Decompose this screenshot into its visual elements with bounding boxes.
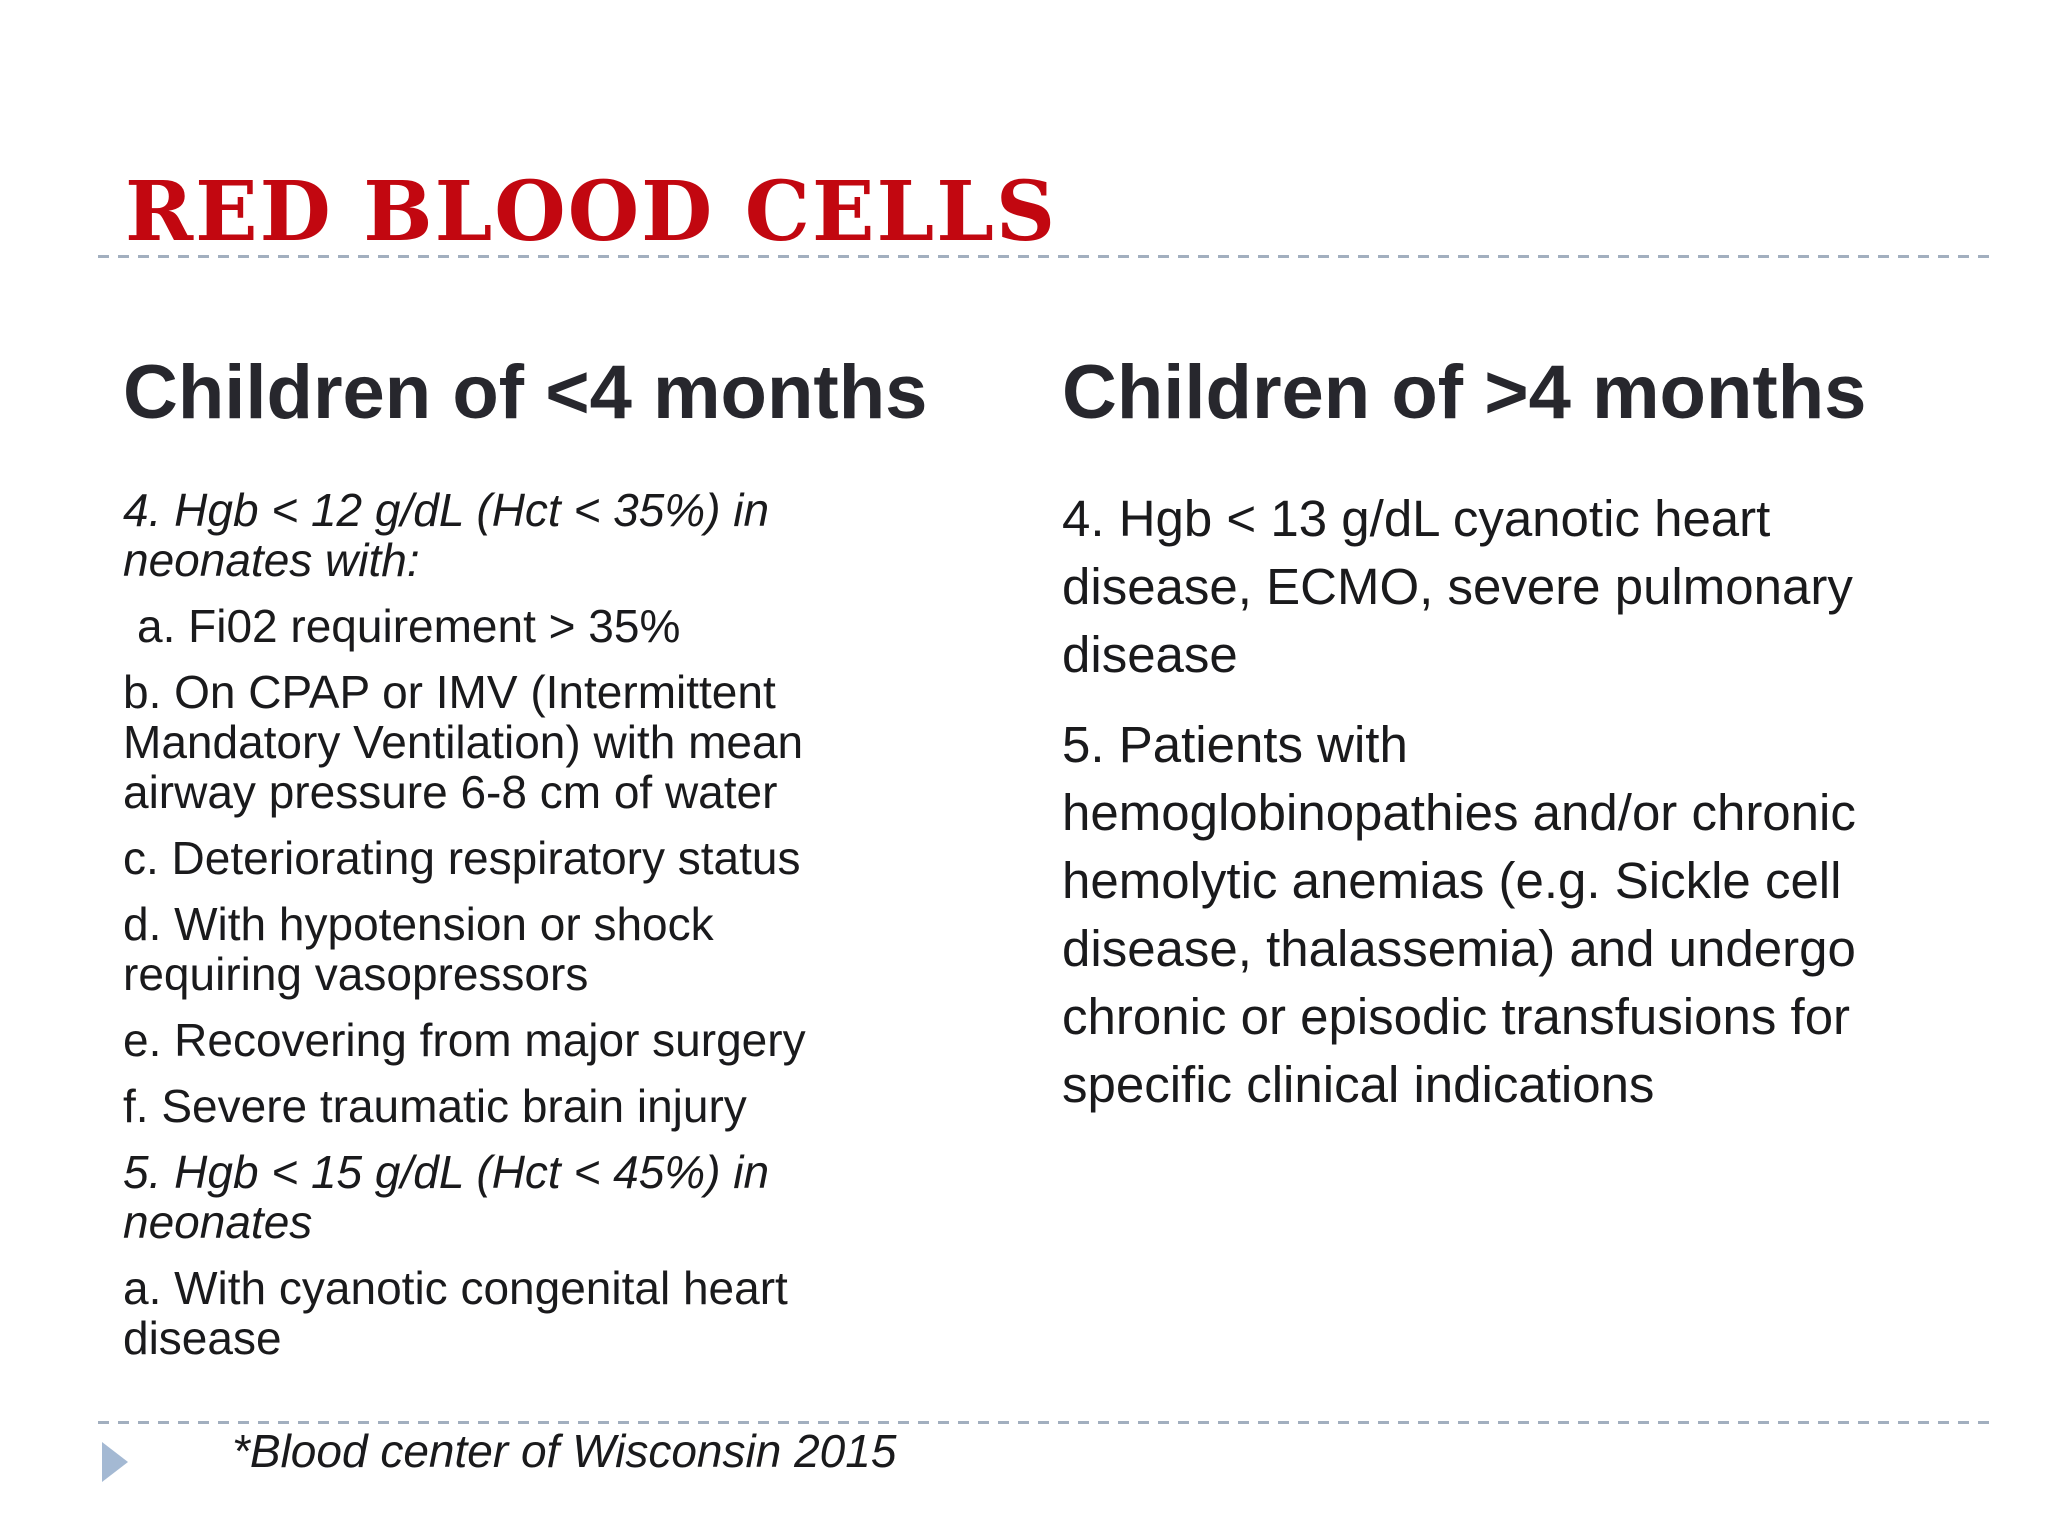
list-item: b. On CPAP or IMV (Intermittent Mandator… xyxy=(123,666,804,818)
top-dashed-divider xyxy=(98,255,1992,258)
right-column-items: 4. Hgb < 13 g/dL cyanotic heart disease,… xyxy=(1062,485,1862,1119)
bottom-dashed-divider xyxy=(98,1421,1992,1424)
left-column: Children of <4 months 4. Hgb < 12 g/dL (… xyxy=(123,349,928,1379)
list-item: 4. Hgb < 13 g/dL cyanotic heart disease,… xyxy=(1062,490,1853,683)
right-column: Children of >4 months 4. Hgb < 13 g/dL c… xyxy=(1062,349,1867,1141)
list-item: e. Recovering from major surgery xyxy=(123,1014,806,1066)
slide-title: RED BLOOD CELLS xyxy=(125,163,1058,260)
left-column-items: 4. Hgb < 12 g/dL (Hct < 35%) in neonates… xyxy=(123,485,883,1363)
footer-citation: *Blood center of Wisconsin 2015 xyxy=(232,1425,897,1477)
list-item: a. Fi02 requirement > 35% xyxy=(137,600,681,652)
left-column-header: Children of <4 months xyxy=(123,350,928,435)
right-column-header: Children of >4 months xyxy=(1062,350,1867,435)
list-item: 5. Patients with hemoglobinopathies and/… xyxy=(1062,716,1856,1113)
list-item: f. Severe traumatic brain injury xyxy=(123,1080,747,1132)
list-item: d. With hypotension or shock requiring v… xyxy=(123,898,714,1000)
list-item: 5. Hgb < 15 g/dL (Hct < 45%) in neonates xyxy=(123,1146,770,1248)
triangle-bullet-icon xyxy=(102,1442,128,1482)
list-item: c. Deteriorating respiratory status xyxy=(123,832,801,884)
list-item: a. With cyanotic congenital heart diseas… xyxy=(123,1262,788,1364)
list-item: 4. Hgb < 12 g/dL (Hct < 35%) in neonates… xyxy=(123,484,770,586)
